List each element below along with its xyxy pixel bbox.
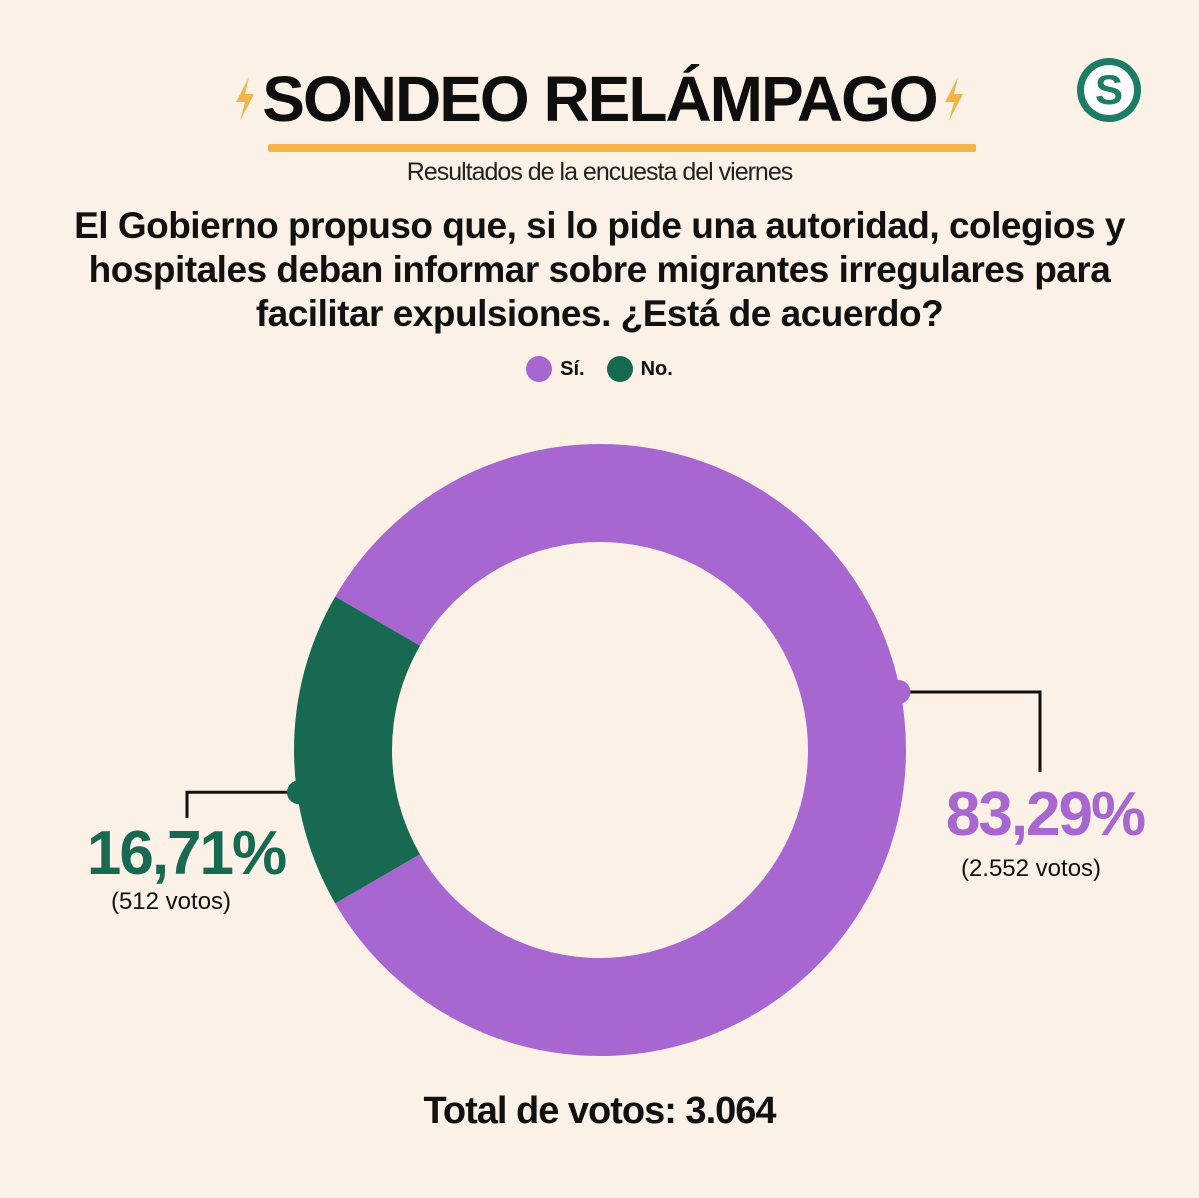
poll-question: El Gobierno propuso que, si lo pide una … (74, 205, 1125, 334)
chart-legend: Sí. No. (0, 356, 1199, 382)
legend-swatch-no (606, 356, 633, 382)
votes-label-si: (2.552 votos) (961, 855, 1101, 882)
title-row: SONDEO RELÁMPAGO (232, 60, 966, 138)
leader-line-si (898, 690, 1042, 772)
legend-swatch-si (526, 356, 553, 382)
header: SONDEO RELÁMPAGO (0, 60, 1199, 138)
logo-letter: S (1084, 65, 1134, 115)
subtitle: Resultados de la encuesta del viernes (406, 158, 794, 186)
legend-item-si: Sí. (526, 356, 585, 382)
total-votes: Total de votos: 3.064 (423, 1090, 776, 1132)
page-title: SONDEO RELÁMPAGO (262, 63, 938, 135)
slice-si (335, 444, 906, 1056)
legend-item-no: No. (606, 356, 673, 382)
votes-label-no: (512 votos) (111, 888, 231, 915)
lightning-bolt-icon (944, 77, 963, 121)
data-label-no: 16,71% (87, 819, 286, 888)
data-label-si: 83,29% (946, 780, 1145, 849)
title-underline (268, 144, 976, 152)
leader-line-no (185, 790, 299, 818)
legend-label-no: No. (640, 357, 673, 380)
legend-label-si: Sí. (560, 357, 585, 380)
leader-dot-no (286, 780, 311, 805)
brand-logo: S (1077, 58, 1141, 122)
slice-no (294, 596, 421, 904)
leader-dot-si (886, 679, 911, 704)
lightning-bolt-icon (236, 77, 255, 121)
